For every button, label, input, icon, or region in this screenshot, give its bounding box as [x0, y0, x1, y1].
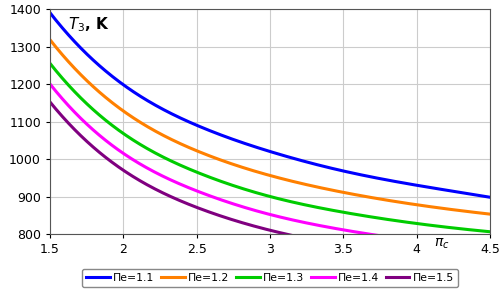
Пе=1.5 — [309, 238, 315, 242]
Text: $\pi_c$: $\pi_c$ — [434, 237, 450, 251]
Пе=1.3 — [476, 229, 482, 232]
Пе=1.5 — [285, 233, 291, 236]
Пе=1.2 — [256, 171, 262, 174]
Text: $\mathit{T}_3$, K: $\mathit{T}_3$, K — [68, 16, 110, 34]
Пе=1.2 — [408, 202, 414, 206]
Пе=1.1 — [285, 155, 291, 159]
Пе=1.4 — [408, 238, 414, 242]
Line: Пе=1.3: Пе=1.3 — [50, 63, 490, 232]
Пе=1.3 — [487, 230, 493, 234]
Пе=1.1 — [256, 146, 262, 150]
Пе=1.4 — [487, 247, 493, 250]
Line: Пе=1.1: Пе=1.1 — [50, 13, 490, 197]
Пе=1.4 — [285, 217, 291, 221]
Пе=1.4 — [476, 246, 482, 249]
Пе=1.5 — [256, 226, 262, 229]
Пе=1.5 — [476, 260, 482, 263]
Line: Пе=1.2: Пе=1.2 — [50, 40, 490, 214]
Legend: Пе=1.1, Пе=1.2, Пе=1.3, Пе=1.4, Пе=1.5: Пе=1.1, Пе=1.2, Пе=1.3, Пе=1.4, Пе=1.5 — [82, 269, 458, 287]
Line: Пе=1.5: Пе=1.5 — [50, 102, 490, 262]
Пе=1.1 — [476, 194, 482, 197]
Пе=1.2 — [476, 211, 482, 215]
Пе=1.2 — [47, 38, 53, 42]
Пе=1.2 — [258, 171, 264, 175]
Пе=1.3 — [258, 192, 264, 196]
Пе=1.3 — [309, 205, 315, 208]
Пе=1.2 — [487, 212, 493, 216]
Пе=1.1 — [487, 196, 493, 199]
Пе=1.5 — [408, 253, 414, 256]
Пе=1.1 — [408, 182, 414, 186]
Пе=1.1 — [47, 11, 53, 15]
Пе=1.2 — [309, 184, 315, 188]
Пе=1.4 — [258, 211, 264, 214]
Пе=1.4 — [47, 82, 53, 86]
Пе=1.5 — [487, 261, 493, 264]
Пе=1.3 — [408, 221, 414, 224]
Пе=1.4 — [256, 210, 262, 213]
Line: Пе=1.4: Пе=1.4 — [50, 84, 490, 248]
Пе=1.4 — [309, 222, 315, 226]
Пе=1.1 — [258, 147, 264, 151]
Пе=1.3 — [256, 192, 262, 195]
Пе=1.2 — [285, 178, 291, 182]
Пе=1.5 — [258, 226, 264, 230]
Пе=1.3 — [47, 61, 53, 65]
Пе=1.5 — [47, 100, 53, 104]
Пе=1.3 — [285, 199, 291, 203]
Пе=1.1 — [309, 161, 315, 165]
